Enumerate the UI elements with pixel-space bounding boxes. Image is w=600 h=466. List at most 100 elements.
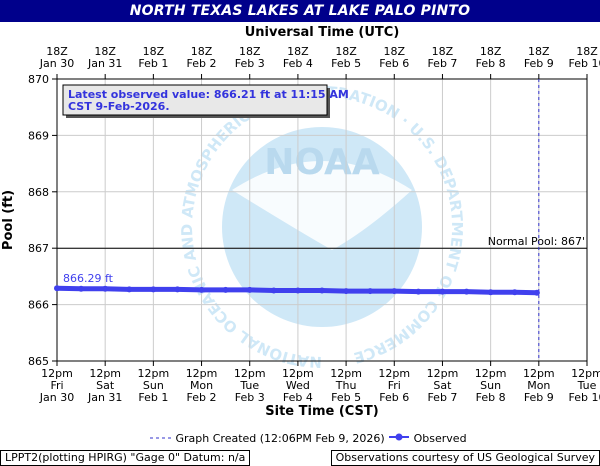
footer-credit: Observations courtesy of US Geological S… bbox=[330, 450, 600, 466]
ticks bbox=[52, 74, 588, 366]
latest-value-box-bg bbox=[62, 84, 328, 116]
y-tick-label: 865 bbox=[28, 355, 49, 368]
top-tick-label: Feb 6 bbox=[379, 57, 409, 70]
bottom-tick-label: 12pm bbox=[186, 367, 218, 380]
latest-value-line1: Latest observed value: 866.21 ft at 11:1… bbox=[68, 88, 349, 101]
top-tick-label: 18Z bbox=[94, 45, 116, 58]
observed-point bbox=[78, 285, 85, 292]
observed-point bbox=[463, 288, 470, 295]
observed-point bbox=[343, 288, 350, 295]
top-tick-label: Feb 9 bbox=[524, 57, 554, 70]
bottom-tick-label: Feb 5 bbox=[331, 391, 361, 404]
bottom-tick-label: 12pm bbox=[330, 367, 362, 380]
observed-point bbox=[294, 287, 301, 294]
top-tick-label: 18Z bbox=[383, 45, 405, 58]
watermark-logo-text: NOAA bbox=[264, 142, 380, 183]
top-tick-label: Feb 8 bbox=[476, 57, 506, 70]
observed-series-points bbox=[54, 285, 540, 296]
footer-datum: LPPT2(plotting HPIRG) "Gage 0" Datum: n/… bbox=[0, 450, 251, 466]
bottom-tick-label: Sat bbox=[433, 379, 452, 392]
noaa-watermark: NOAA NATIONAL OCEANIC AND ATMOSPHERIC AD… bbox=[178, 83, 466, 371]
legend: Graph Created (12:06PM Feb 9, 2026) Obse… bbox=[150, 432, 467, 446]
bottom-tick-label: Sat bbox=[96, 379, 115, 392]
bottom-tick-label: Tue bbox=[239, 379, 259, 392]
top-tick-label: Feb 10 bbox=[569, 57, 600, 70]
y-tick-label: 870 bbox=[28, 73, 49, 86]
bottom-tick-label: Thu bbox=[335, 379, 357, 392]
first-value-label: 866.29 ft bbox=[63, 272, 114, 285]
y-tick-label: 868 bbox=[28, 186, 49, 199]
bottom-tick-label: 12pm bbox=[427, 367, 459, 380]
chart-title: NORTH TEXAS LAKES AT LAKE PALO PINTO bbox=[0, 0, 600, 22]
top-tick-label: 18Z bbox=[576, 45, 598, 58]
observed-point bbox=[198, 286, 205, 293]
legend-created-swatch bbox=[150, 432, 172, 446]
legend-observed-swatch bbox=[388, 432, 410, 446]
bottom-tick-label: 12pm bbox=[523, 367, 555, 380]
observed-point bbox=[222, 286, 229, 293]
bottom-axis-title: Site Time (CST) bbox=[265, 404, 378, 419]
observed-point bbox=[487, 289, 494, 296]
observed-point bbox=[533, 289, 540, 296]
top-tick-label: 18Z bbox=[335, 45, 357, 58]
bottom-tick-label: 12pm bbox=[378, 367, 410, 380]
top-tick-label: Jan 30 bbox=[39, 57, 74, 70]
bottom-tick-label: 12pm bbox=[282, 367, 314, 380]
top-tick-label: Feb 1 bbox=[138, 57, 168, 70]
top-tick-label: 18Z bbox=[46, 45, 68, 58]
bottom-tick-label: Fri bbox=[50, 379, 63, 392]
bottom-tick-label: Mon bbox=[190, 379, 213, 392]
observed-point bbox=[150, 286, 157, 293]
observed-point bbox=[415, 288, 422, 295]
bottom-tick-label: 12pm bbox=[138, 367, 170, 380]
observed-point bbox=[102, 285, 109, 292]
observed-point bbox=[511, 289, 518, 296]
gridlines bbox=[57, 79, 587, 361]
top-tick-label: Jan 31 bbox=[87, 57, 122, 70]
y-axis-title: Pool (ft) bbox=[1, 190, 16, 250]
observed-point bbox=[126, 286, 133, 293]
bottom-tick-label: Feb 2 bbox=[187, 391, 217, 404]
observed-point bbox=[270, 287, 277, 294]
bottom-tick-label: 12pm bbox=[41, 367, 73, 380]
y-tick-label: 869 bbox=[28, 129, 49, 142]
top-tick-label: Feb 7 bbox=[427, 57, 457, 70]
observed-point bbox=[367, 288, 374, 295]
top-tick-label: Feb 5 bbox=[331, 57, 361, 70]
legend-created-label: Graph Created (12:06PM Feb 9, 2026) bbox=[175, 432, 385, 445]
observed-point bbox=[319, 287, 325, 294]
latest-value-box: Latest observed value: 866.21 ft at 11:1… bbox=[62, 84, 349, 118]
bottom-tick-label: Jan 30 bbox=[39, 391, 74, 404]
observed-point bbox=[391, 288, 398, 295]
plot-frame bbox=[56, 78, 588, 362]
top-tick-label: 18Z bbox=[143, 45, 165, 58]
latest-value-line2: CST 9-Feb-2026. bbox=[68, 100, 170, 113]
top-tick-label: 18Z bbox=[480, 45, 502, 58]
observed-point bbox=[174, 286, 181, 293]
watermark-gull bbox=[232, 161, 412, 250]
bottom-tick-label: Feb 7 bbox=[427, 391, 457, 404]
top-tick-label: 18Z bbox=[528, 45, 550, 58]
bottom-tick-label: 12pm bbox=[89, 367, 121, 380]
bottom-tick-label: Sun bbox=[143, 379, 164, 392]
normal-pool-label: Normal Pool: 867' bbox=[488, 235, 585, 248]
bottom-tick-label: Wed bbox=[286, 379, 310, 392]
bottom-tick-label: 12pm bbox=[571, 367, 600, 380]
top-tick-label: Feb 2 bbox=[187, 57, 217, 70]
bottom-tick-label: Feb 9 bbox=[524, 391, 554, 404]
top-axis-title: Universal Time (UTC) bbox=[245, 25, 400, 40]
bottom-tick-label: Feb 4 bbox=[283, 391, 313, 404]
legend-observed-label: Observed bbox=[413, 432, 467, 445]
top-tick-label: Feb 3 bbox=[235, 57, 265, 70]
top-tick-label: Feb 4 bbox=[283, 57, 313, 70]
y-tick-labels: 865 866 867 868 869 870 bbox=[28, 73, 49, 368]
bottom-tick-label: Feb 8 bbox=[476, 391, 506, 404]
top-tick-label: 18Z bbox=[191, 45, 213, 58]
bottom-tick-label: Feb 3 bbox=[235, 391, 265, 404]
observed-point bbox=[54, 285, 60, 292]
bottom-tick-label: Sun bbox=[480, 379, 501, 392]
top-tick-label: 18Z bbox=[239, 45, 261, 58]
observed-point bbox=[246, 286, 253, 293]
